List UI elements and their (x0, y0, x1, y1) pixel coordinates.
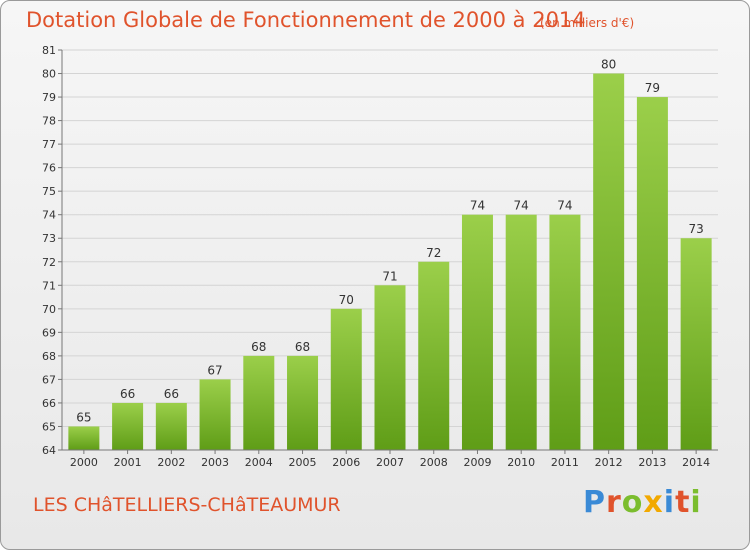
bar (505, 214, 537, 450)
x-tick-label: 2006 (332, 456, 360, 469)
bar (636, 97, 668, 450)
y-tick-label: 78 (42, 115, 56, 128)
y-tick-label: 74 (42, 209, 56, 222)
x-tick-label: 2009 (463, 456, 491, 469)
x-tick-label: 2013 (638, 456, 666, 469)
bars-group: 65 66 66 67 68 68 70 71 72 74 74 74 80 79 73 (68, 58, 712, 450)
bar-value-label: 65 (76, 410, 91, 424)
y-tick-label: 67 (42, 373, 56, 386)
x-tick-label: 2004 (245, 456, 273, 469)
y-tick-label: 68 (42, 350, 56, 363)
y-tick-label: 71 (42, 279, 56, 292)
bar (549, 214, 581, 450)
y-tick-label: 80 (42, 68, 56, 81)
x-tick-label: 2000 (70, 456, 98, 469)
y-tick-label: 73 (42, 232, 56, 245)
axes-group: 64 65 66 67 68 69 70 71 72 73 74 75 76 77 78 79 80 81 2000… (42, 44, 718, 469)
bar (68, 426, 100, 450)
bar-value-label: 72 (426, 246, 441, 260)
y-tick-label: 64 (42, 444, 56, 457)
bar-value-label: 66 (164, 387, 179, 401)
bar-value-label: 73 (688, 222, 703, 236)
bar (680, 238, 712, 450)
chart-subtitle: (en milliers d'€) (540, 16, 635, 30)
bar (593, 73, 625, 450)
bar (112, 402, 144, 450)
brand-letter: o (621, 485, 644, 520)
y-tick-label: 72 (42, 256, 56, 269)
bar (418, 261, 450, 450)
y-tick-label: 66 (42, 397, 56, 410)
brand-letter: r (606, 485, 622, 520)
y-tick-label: 81 (42, 44, 56, 57)
bar (199, 379, 231, 450)
bar-value-label: 74 (514, 199, 529, 213)
bar-value-label: 68 (251, 340, 266, 354)
bar-value-label: 74 (557, 199, 572, 213)
bar-value-label: 68 (295, 340, 310, 354)
y-tick-label: 79 (42, 91, 56, 104)
x-tick-label: 2007 (376, 456, 404, 469)
x-tick-label: 2011 (551, 456, 579, 469)
bar (461, 214, 493, 450)
brand-letter: i (663, 485, 676, 520)
y-tick-label: 77 (42, 138, 56, 151)
bar-value-label: 67 (207, 363, 222, 377)
bar (287, 355, 319, 450)
brand-letter: P (583, 485, 606, 520)
x-tick-label: 2001 (114, 456, 142, 469)
x-tick-label: 2010 (507, 456, 535, 469)
bar (374, 285, 406, 450)
bar (243, 355, 275, 450)
bar (330, 308, 362, 450)
bar-value-label: 74 (470, 199, 485, 213)
x-tick-label: 2008 (420, 456, 448, 469)
x-tick-label: 2002 (157, 456, 185, 469)
brand-letter: t (675, 485, 691, 520)
x-tick-label: 2005 (289, 456, 317, 469)
brand-letter: x (643, 485, 664, 520)
y-tick-label: 76 (42, 162, 56, 175)
x-tick-label: 2014 (682, 456, 710, 469)
bar (155, 402, 187, 450)
y-tick-label: 69 (42, 326, 56, 339)
bar-value-label: 80 (601, 58, 616, 72)
bar-value-label: 79 (645, 81, 660, 95)
chart-title: Dotation Globale de Fonctionnement de 20… (26, 8, 586, 32)
brand-letter: i (690, 485, 702, 520)
bar-value-label: 66 (120, 387, 135, 401)
y-tick-label: 70 (42, 303, 56, 316)
y-tick-label: 75 (42, 185, 56, 198)
bar-value-label: 71 (382, 269, 397, 283)
brand-logo: Proxiti (583, 485, 702, 520)
x-tick-label: 2012 (595, 456, 623, 469)
bar-value-label: 70 (339, 293, 354, 307)
x-tick-label: 2003 (201, 456, 229, 469)
commune-name: LES CHâTELLIERS-CHâTEAUMUR (33, 494, 341, 516)
y-tick-label: 65 (42, 420, 56, 433)
